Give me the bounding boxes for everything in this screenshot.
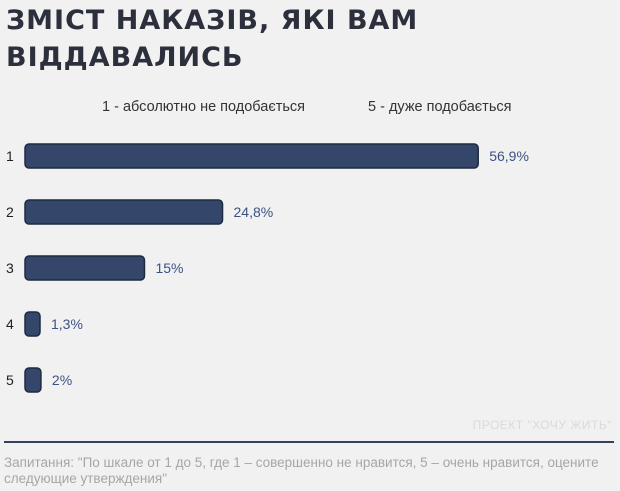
scale-high-note: 5 - дуже подобається	[368, 99, 512, 115]
category-label-3: 3	[6, 260, 14, 276]
category-label-1: 1	[6, 148, 14, 164]
value-label-5: 2%	[52, 372, 72, 388]
scale-low-note: 1 - абсолютно не подобається	[102, 99, 306, 115]
category-label-2: 2	[6, 204, 14, 220]
chart-title: ЗМІСТ НАКАЗІВ, ЯКІ ВАМ ВІДДАВАЛИСЬ	[6, 2, 418, 76]
category-label-4: 4	[6, 316, 14, 332]
bar-2	[24, 199, 224, 225]
footer-divider	[4, 441, 614, 443]
category-label-5: 5	[6, 372, 14, 388]
bar-3	[24, 255, 146, 281]
chart-title-line-2: ВІДДАВАЛИСЬ	[6, 42, 244, 73]
bar-5	[24, 367, 42, 393]
bar-4	[24, 311, 41, 337]
question-footnote: Запитання: "По шкале от 1 до 5, где 1 – …	[4, 455, 599, 486]
bar-1	[24, 143, 479, 169]
value-label-4: 1,3%	[51, 316, 83, 332]
chart-title-line-1: ЗМІСТ НАКАЗІВ, ЯКІ ВАМ	[6, 5, 419, 36]
watermark: ПРОЕКТ "ХОЧУ ЖИТЬ"	[472, 418, 612, 432]
value-label-3: 15%	[155, 260, 183, 276]
value-label-1: 56,9%	[489, 148, 529, 164]
value-label-2: 24,8%	[234, 204, 274, 220]
